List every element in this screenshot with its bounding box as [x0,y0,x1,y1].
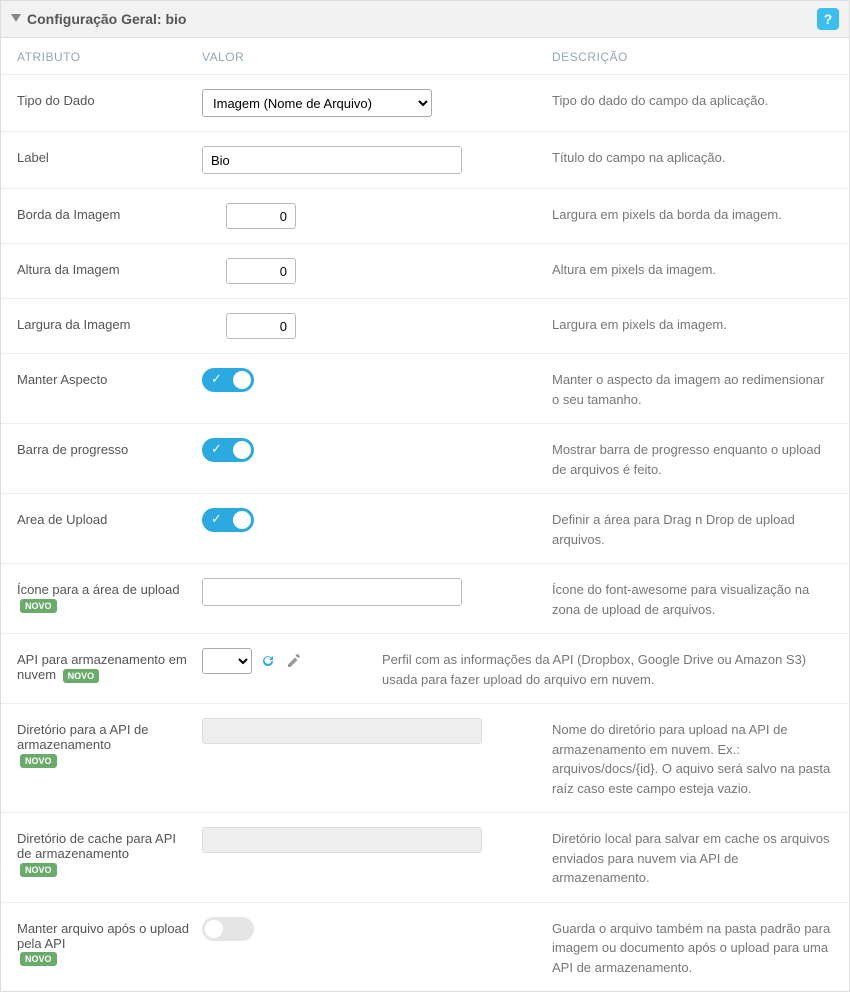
desc-altura: Altura em pixels da imagem. [552,258,833,280]
column-header-description: DESCRIÇÃO [552,50,833,64]
api-nuvem-select[interactable] [202,648,252,674]
row-aspecto: Manter Aspecto Manter o aspecto da image… [1,354,849,424]
config-panel: Configuração Geral: bio ? ATRIBUTO VALOR… [0,0,850,992]
desc-borda: Largura em pixels da borda da imagem. [552,203,833,225]
desc-dir-api: Nome do diretório para upload na API de … [552,718,833,798]
attr-dir-cache: Diretório de cache para API de armazenam… [17,831,176,861]
row-area-upload: Area de Upload Definir a área para Drag … [1,494,849,564]
novo-badge: NOVO [20,599,57,613]
desc-area-upload: Definir a área para Drag n Drop de uploa… [552,508,833,549]
row-icone-upload: Ícone para a área de upload NOVO Ícone d… [1,564,849,634]
attr-altura: Altura da Imagem [17,258,202,277]
largura-input[interactable] [226,313,296,339]
edit-icon[interactable] [284,651,304,671]
desc-aspecto: Manter o aspecto da imagem ao redimensio… [552,368,833,409]
tipo-dado-select[interactable]: Imagem (Nome de Arquivo) [202,89,432,117]
dir-api-input [202,718,482,744]
row-borda: Borda da Imagem Largura em pixels da bor… [1,189,849,244]
attr-borda: Borda da Imagem [17,203,202,222]
row-largura: Largura da Imagem Largura em pixels da i… [1,299,849,354]
novo-badge: NOVO [20,952,57,966]
attr-label: Label [17,146,202,165]
attr-aspecto: Manter Aspecto [17,368,202,387]
desc-manter-arquivo: Guarda o arquivo também na pasta padrão … [552,917,833,978]
altura-input[interactable] [226,258,296,284]
attr-area-upload: Area de Upload [17,508,202,527]
icone-upload-input[interactable] [202,578,462,606]
panel-header: Configuração Geral: bio ? [1,1,849,38]
panel-title: Configuração Geral: bio [27,11,186,27]
manter-arquivo-toggle [202,917,254,941]
label-input[interactable] [202,146,462,174]
attr-largura: Largura da Imagem [17,313,202,332]
desc-largura: Largura em pixels da imagem. [552,313,833,335]
desc-icone-upload: Ícone do font-awesome para visualização … [552,578,833,619]
novo-badge: NOVO [20,863,57,877]
attr-progresso: Barra de progresso [17,438,202,457]
attr-dir-api: Diretório para a API de armazenamento [17,722,149,752]
help-icon: ? [824,11,833,27]
attr-icone-upload: Ícone para a área de upload [17,582,180,597]
borda-input[interactable] [226,203,296,229]
row-altura: Altura da Imagem Altura em pixels da ima… [1,244,849,299]
row-dir-cache: Diretório de cache para API de armazenam… [1,813,849,903]
row-api-nuvem: API para armazenamento em nuvem NOVO Per… [1,634,849,704]
novo-badge: NOVO [63,669,100,683]
row-manter-arquivo: Manter arquivo após o upload pela API NO… [1,903,849,992]
row-tipo-dado: Tipo do Dado Imagem (Nome de Arquivo) Ti… [1,75,849,132]
column-header-attribute: ATRIBUTO [17,50,202,64]
columns-header: ATRIBUTO VALOR DESCRIÇÃO [1,38,849,75]
progresso-toggle[interactable] [202,438,254,462]
dir-cache-input [202,827,482,853]
desc-label: Título do campo na aplicação. [552,146,833,168]
desc-api-nuvem: Perfil com as informações da API (Dropbo… [382,648,833,689]
help-button[interactable]: ? [817,8,839,30]
row-dir-api: Diretório para a API de armazenamento NO… [1,704,849,813]
row-label: Label Título do campo na aplicação. [1,132,849,189]
novo-badge: NOVO [20,754,57,768]
attr-tipo-dado: Tipo do Dado [17,89,202,108]
refresh-icon[interactable] [258,651,278,671]
row-progresso: Barra de progresso Mostrar barra de prog… [1,424,849,494]
desc-tipo-dado: Tipo do dado do campo da aplicação. [552,89,833,111]
desc-dir-cache: Diretório local para salvar em cache os … [552,827,833,888]
desc-progresso: Mostrar barra de progresso enquanto o up… [552,438,833,479]
collapse-icon[interactable] [11,11,21,27]
area-upload-toggle[interactable] [202,508,254,532]
attr-api-nuvem: API para armazenamento em nuvem [17,652,187,682]
attr-manter-arquivo: Manter arquivo após o upload pela API [17,921,189,951]
aspecto-toggle[interactable] [202,368,254,392]
column-header-value: VALOR [202,50,552,64]
